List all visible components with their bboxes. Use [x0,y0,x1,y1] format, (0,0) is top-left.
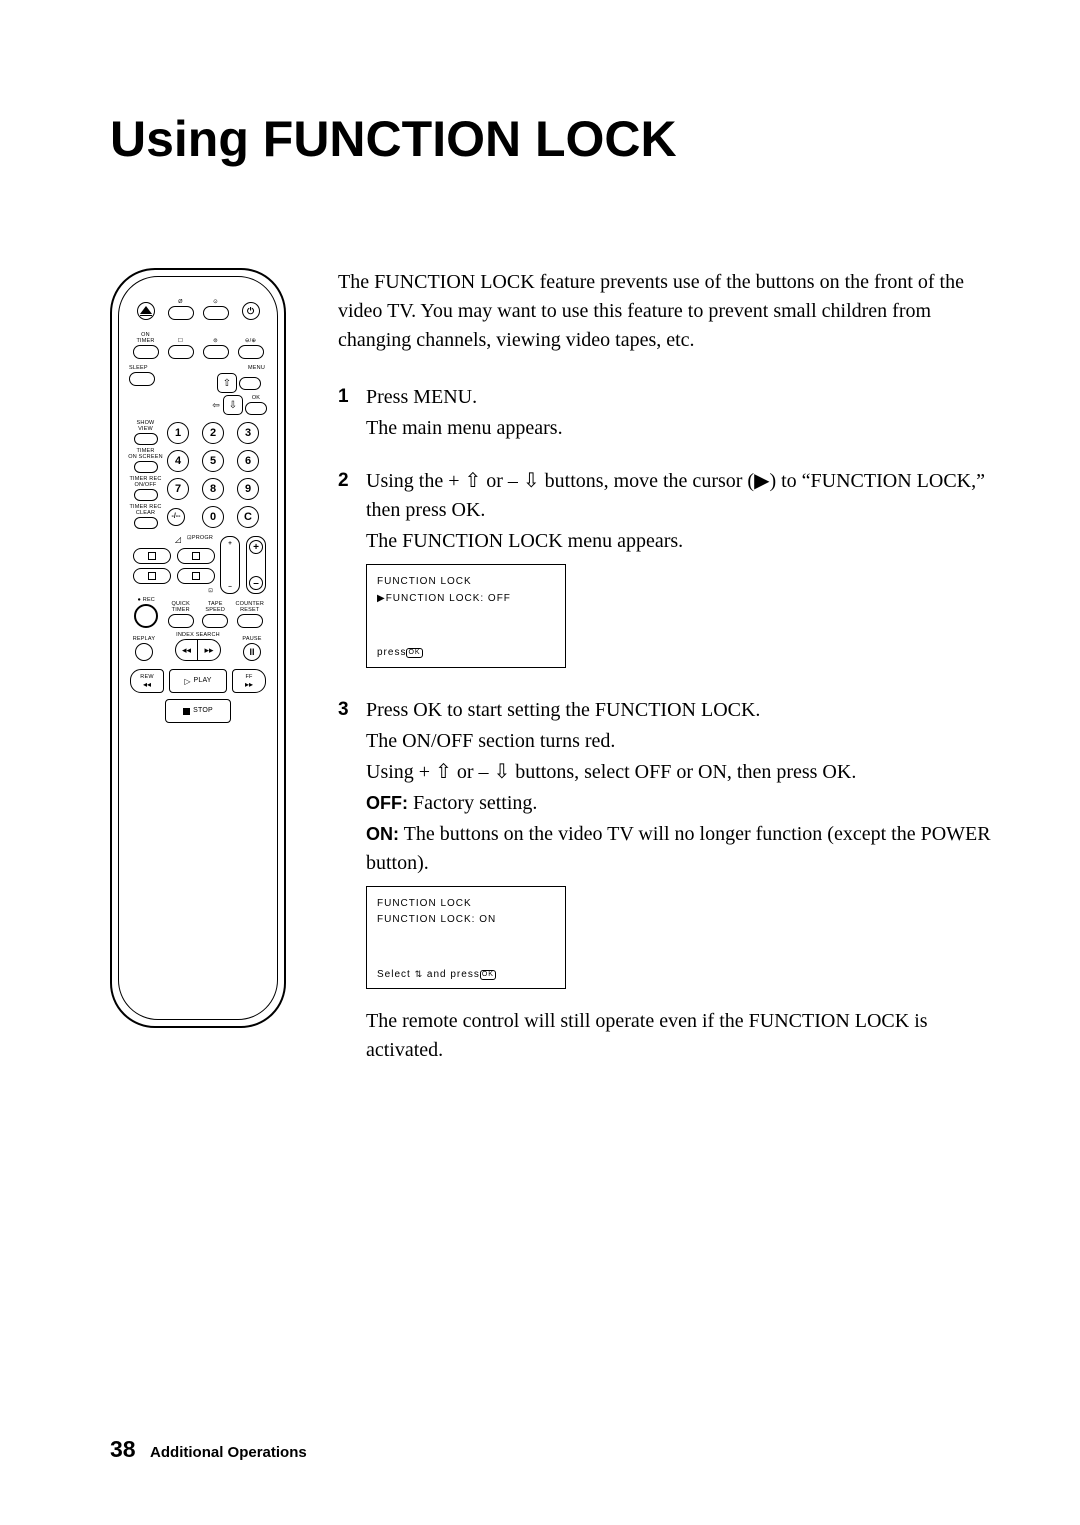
section-name: Additional Operations [150,1444,307,1461]
step-3: 3 Press OK to start setting the FUNCTION… [338,696,995,1068]
num-dash: -/-- [167,508,185,526]
closing-text: The remote control will still operate ev… [366,1007,995,1065]
remote-control-illustration: Ø ⊙ ⏻ ON TIMER ☐ ⊜ ⊖/⊕ SLEEP MENU [110,268,300,1089]
num-6: 6 [237,450,259,472]
step-2: 2 Using the + ⇧ or – ⇩ buttons, move the… [338,467,995,674]
ok-button [245,402,267,415]
num-8: 8 [202,478,224,500]
replay-button [135,643,153,661]
up-button: ⇧ [217,373,237,393]
num-7: 7 [167,478,189,500]
num-9: 9 [237,478,259,500]
menu-button [239,377,261,390]
num-4: 4 [167,450,189,472]
num-0: 0 [202,506,224,528]
step-1: 1 Press MENU. The main menu appears. [338,383,995,445]
pause-button: II [243,643,261,661]
index-search: ◂◂▸▸ [175,639,221,661]
play-button: ▷PLAY [169,669,227,693]
ff-button: FF▸▸ [232,669,266,693]
num-3: 3 [237,422,259,444]
rew-button: REW◂◂ [130,669,164,693]
intro-text: The FUNCTION LOCK feature prevents use o… [338,268,995,355]
page-footer: 38 Additional Operations [110,1436,307,1463]
num-5: 5 [202,450,224,472]
eject-button [137,302,155,320]
page-number: 38 [110,1436,136,1462]
num-1: 1 [167,422,189,444]
power-button: ⏻ [242,302,260,320]
page-title: Using FUNCTION LOCK [110,110,995,168]
num-2: 2 [202,422,224,444]
stop-button: STOP [165,699,231,723]
down-button: ⇩ [223,395,243,415]
num-c: C [237,506,259,528]
menu-screenshot-2: FUNCTION LOCK FUNCTION LOCK: ON Select ⇅… [366,886,566,990]
menu-screenshot-1: FUNCTION LOCK ▶FUNCTION LOCK: OFF pressO… [366,564,566,668]
rec-button [134,604,158,628]
